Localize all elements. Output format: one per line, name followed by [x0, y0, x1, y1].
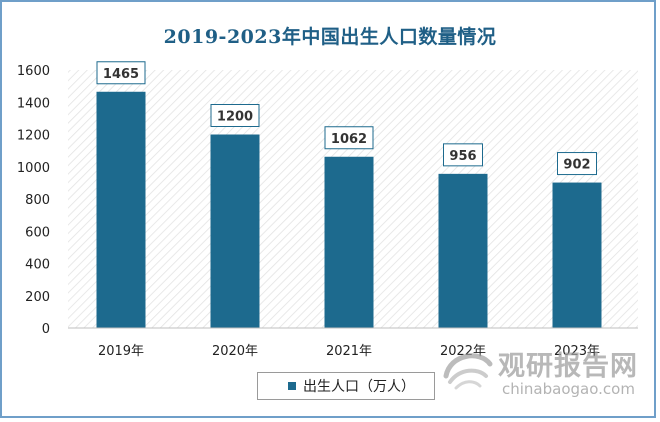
data-label: 956 — [449, 149, 476, 164]
data-label-box — [210, 104, 260, 127]
data-label: 1200 — [217, 110, 253, 125]
x-tick-label: 2021年 — [326, 344, 372, 359]
bar-series: 1465 1200 1062 956 902 — [96, 61, 602, 328]
chart-title: 2019-2023年中国出生人口数量情况 — [163, 26, 497, 48]
bar — [552, 182, 602, 328]
y-axis: 0 200 400 600 800 1000 1200 1400 1600 — [17, 64, 50, 337]
x-tick-label: 2023年 — [554, 344, 600, 359]
y-tick-label: 1000 — [17, 161, 50, 176]
legend: 出生人口（万人） — [257, 372, 435, 400]
bar — [438, 173, 488, 328]
data-label-box — [96, 61, 146, 85]
data-label: 1062 — [331, 132, 367, 147]
y-tick-label: 1600 — [17, 64, 50, 79]
bar — [96, 91, 146, 328]
data-label: 1465 — [103, 67, 139, 82]
y-tick-label: 400 — [25, 258, 50, 273]
swirl-logo-icon — [443, 353, 493, 390]
x-tick-label: 2019年 — [98, 344, 144, 359]
data-label-box — [324, 126, 374, 150]
data-label-box — [443, 143, 483, 167]
data-label: 902 — [563, 158, 590, 173]
watermark-text-cn: 观研报告网 — [498, 351, 638, 382]
y-tick-label: 0 — [42, 322, 50, 337]
legend-swatch — [288, 382, 296, 390]
y-tick-label: 600 — [25, 225, 50, 240]
y-tick-label: 800 — [25, 193, 50, 208]
bar — [210, 134, 260, 328]
watermark: 观研报告网 chinabaogao.com — [440, 340, 640, 410]
x-tick-label: 2020年 — [212, 344, 258, 359]
y-tick-label: 1400 — [17, 96, 50, 111]
data-label-box — [557, 152, 597, 176]
y-tick-label: 200 — [25, 290, 50, 305]
bar — [324, 156, 374, 328]
y-tick-label: 1200 — [17, 129, 50, 144]
watermark-text-en: chinabaogao.com — [502, 380, 635, 398]
legend-label: 出生人口（万人） — [303, 379, 415, 395]
